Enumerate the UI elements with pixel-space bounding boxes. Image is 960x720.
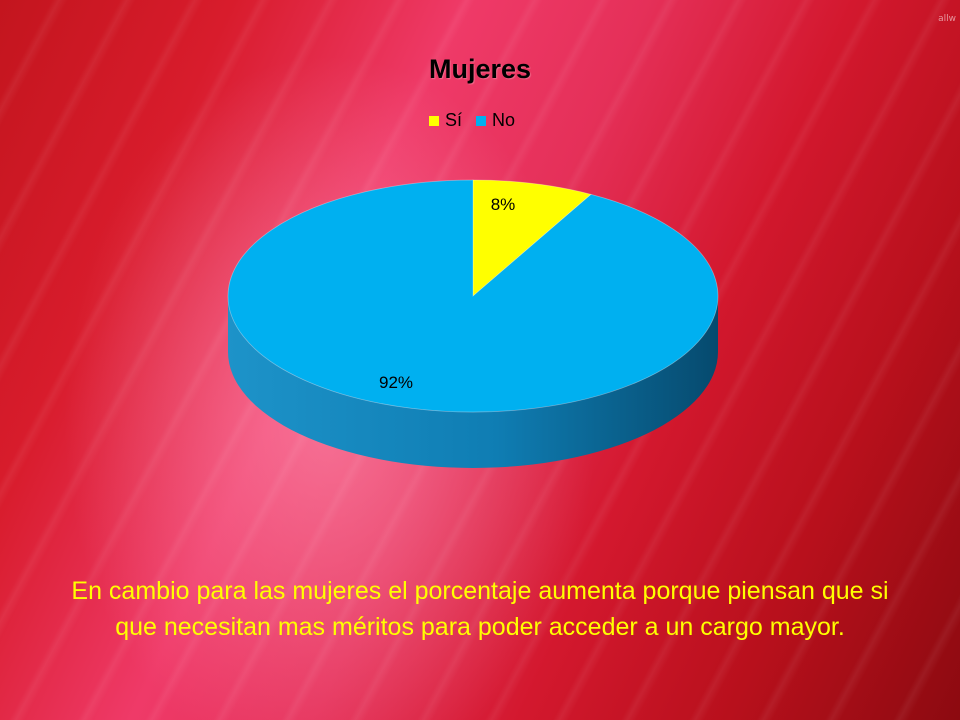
legend-label-no: No [492, 110, 516, 130]
pie-slice-si [472, 179, 592, 297]
data-label-no: 92% [379, 373, 413, 392]
legend-swatch-si [428, 115, 439, 126]
chart-legend: Sí No [0, 110, 944, 131]
chart-title: Mujeres [428, 54, 532, 84]
pie-side-wall [228, 296, 718, 468]
legend-swatch-no [476, 115, 486, 126]
pie-slice-no [227, 179, 719, 413]
legend-label-si: Sí [444, 110, 462, 130]
slide-caption: En cambio para las mujeres el porcentaje… [71, 577, 889, 641]
legend-item-si: Sí [428, 110, 462, 131]
corner-watermark: allw [938, 14, 956, 24]
data-label-si: 8% [491, 195, 516, 214]
legend-item-no: No [476, 110, 515, 131]
